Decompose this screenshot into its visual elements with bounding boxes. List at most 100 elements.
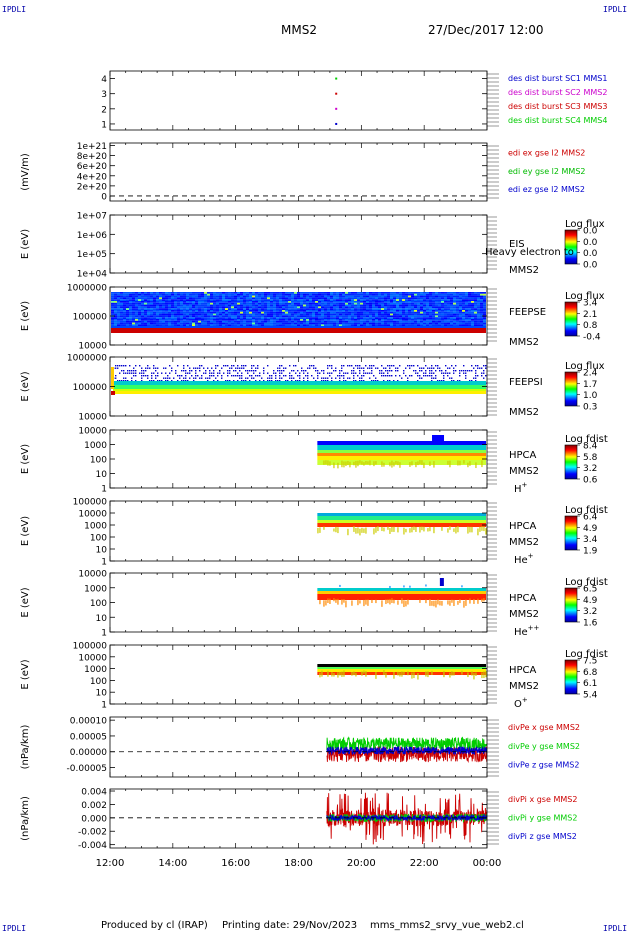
tick-label-hpca_o: 1000 <box>84 665 107 675</box>
colorbar-tick-hpca_he: 1.9 <box>583 547 598 557</box>
tick-label-hpca_he: 10000 <box>78 510 107 520</box>
tick-label-divpi: -0.002 <box>78 828 107 838</box>
tick-label-hpca_o: 100000 <box>73 642 108 652</box>
legend-entry-dist_burst: des dist burst SC3 MMS3 <box>508 102 607 111</box>
legend-entry-dist_burst: des dist burst SC2 MMS2 <box>508 88 607 97</box>
series-line-divpe-2 <box>326 745 488 756</box>
panel-frame-edi <box>109 142 488 202</box>
colorbar-title-eis: Log flux <box>565 219 605 230</box>
spacecraft-label-hpca_hepp: MMS2 <box>509 609 539 620</box>
data-point <box>335 122 338 125</box>
heatmap-band <box>317 588 486 591</box>
data-point <box>335 77 338 80</box>
colorbar-tick-eis: 0.0 <box>583 261 598 271</box>
instrument-label-hpca_hepp: HPCA <box>509 593 537 604</box>
colorbar-tick-feepsi: 1.7 <box>583 380 597 390</box>
colorbar-tick-hpca_he: 6.4 <box>583 513 598 523</box>
x-tick-label: 16:00 <box>221 858 250 869</box>
panel-divpe <box>110 736 488 764</box>
tick-label-divpi: 0.004 <box>81 788 107 798</box>
colorbar-tick-hpca_h: 8.4 <box>583 442 598 452</box>
colorbar-hpca_he <box>564 515 578 551</box>
legend-entry-edi: edi ey gse l2 MMS2 <box>508 167 586 176</box>
species-label-hpca_he: He+ <box>514 552 534 566</box>
legend-entry-dist_burst: des dist burst SC4 MMS4 <box>508 116 607 125</box>
tick-label-divpe: 0.00010 <box>70 717 107 727</box>
colorbar-tick-hpca_hepp: 4.9 <box>583 596 598 606</box>
tick-label-feepse: 10000 <box>78 342 107 352</box>
tick-label-hpca_hepp: 1000 <box>84 584 107 594</box>
colorbar-tick-hpca_h: 0.6 <box>583 476 598 486</box>
heatmap-band <box>317 513 486 516</box>
colorbar-feepsi <box>564 371 578 407</box>
heatmap-band <box>113 381 486 385</box>
spacecraft-label-eis: MMS2 <box>509 265 539 276</box>
x-tick-label: 18:00 <box>284 858 313 869</box>
heatmap-band <box>111 328 486 333</box>
corner-label-top-left: IPDLI <box>2 5 27 14</box>
tick-label-feepse: 1000000 <box>67 284 107 294</box>
panel-dist_burst <box>335 77 338 125</box>
legend-entry-edi: edi ez gse l2 MMS2 <box>508 185 585 194</box>
tick-label-feepsi: 100000 <box>73 383 108 393</box>
colorbar-tick-feepsi: 1.0 <box>583 391 598 401</box>
footer-filename: mms_mms2_srvy_vue_web2.cl <box>370 920 524 931</box>
tick-label-hpca_o: 10 <box>96 689 108 699</box>
tick-label-dist_burst: 1 <box>101 120 107 130</box>
colorbar-tick-hpca_he: 3.4 <box>583 535 598 545</box>
colorbar-feepse <box>564 301 578 337</box>
instrument-label-feepsi: FEEPSI <box>509 377 543 388</box>
heatmap-band <box>317 664 486 667</box>
tick-label-edi: 2e+20 <box>77 182 108 192</box>
heatmap-band <box>317 453 486 456</box>
colorbar-tick-feepse: 0.8 <box>583 321 598 331</box>
colorbar-hpca_o <box>564 659 578 695</box>
tick-label-hpca_o: 1 <box>101 701 107 711</box>
tick-label-hpca_h: 1000 <box>84 441 107 451</box>
legend-entry-dist_burst: des dist burst SC1 MMS1 <box>508 74 607 83</box>
axis-label-feepsi: E (eV) <box>20 371 31 401</box>
x-tick-label: 14:00 <box>158 858 187 869</box>
colorbar-title-hpca_h: Log fdist <box>565 434 608 445</box>
legend-entry-divpe: divPe z gse MMS2 <box>508 761 579 770</box>
panel-hpca_o <box>317 664 487 680</box>
heatmap-band <box>317 669 486 672</box>
tick-label-edi: 0 <box>101 192 107 202</box>
corner-label-bottom-right: IPDLI <box>603 924 628 933</box>
footer-printing-date: Printing date: 29/Nov/2023 <box>222 920 358 931</box>
heatmap-band <box>317 460 486 465</box>
axis-label-eis: E (eV) <box>20 229 31 259</box>
footer-produced: Produced by cl (IRAP) <box>101 920 208 931</box>
heatmap-band <box>317 450 486 455</box>
series-line-divpi-2 <box>326 813 488 823</box>
tick-label-hpca_hepp: 10 <box>96 614 108 624</box>
tick-label-eis: 1e+07 <box>77 212 107 222</box>
spacecraft-label-feepse: MMS2 <box>509 337 539 348</box>
data-point <box>335 92 338 95</box>
tick-label-dist_burst: 4 <box>101 75 107 85</box>
heatmap-band <box>317 594 486 600</box>
instrument-label-eis: EIS <box>509 239 525 250</box>
legend-entry-divpi: divPi x gse MMS2 <box>508 795 577 804</box>
colorbar-title-feepsi: Log flux <box>565 361 605 372</box>
series-line-divpi-0 <box>326 792 488 845</box>
colorbar-tick-hpca_o: 5.4 <box>583 691 598 701</box>
legend-entry-divpi: divPi z gse MMS2 <box>508 832 577 841</box>
panel-hpca_h <box>317 435 486 469</box>
colorbar-tick-hpca_o: 6.8 <box>583 668 598 678</box>
colorbar-hpca_hepp <box>564 587 578 623</box>
colorbar-title-hpca_hepp: Log fdist <box>565 577 608 588</box>
colorbar-tick-feepse: 3.4 <box>583 299 598 309</box>
panel-frame-dist_burst <box>109 70 488 131</box>
species-label-hpca_hepp: He++ <box>514 624 540 638</box>
heatmap-band <box>317 591 486 594</box>
colorbar-tick-hpca_hepp: 3.2 <box>583 607 597 617</box>
tick-label-divpe: -0.00005 <box>67 764 107 774</box>
tick-label-feepsi: 10000 <box>78 413 107 423</box>
spacecraft-label-hpca_o: MMS2 <box>509 681 539 692</box>
heatmap-band <box>111 326 486 328</box>
tick-label-divpi: 0.000 <box>81 814 107 824</box>
data-point <box>335 107 338 110</box>
axis-label-hpca_he: E (eV) <box>20 516 31 546</box>
